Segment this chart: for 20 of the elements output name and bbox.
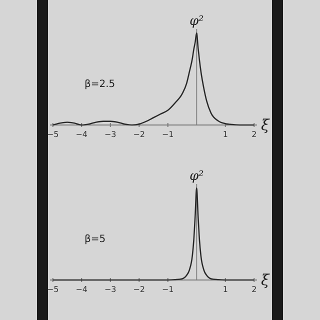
y-axis-title: φ²	[189, 14, 204, 29]
x-axis-title: ξ	[261, 271, 270, 289]
x-tick-label: −5	[46, 130, 59, 139]
x-tick-label: −2	[133, 130, 146, 139]
x-tick-label: −5	[46, 285, 59, 294]
x-tick-label: 2	[252, 285, 257, 294]
x-tick-label: −2	[133, 285, 146, 294]
annotation: β=5	[84, 234, 106, 245]
x-axis-title: ξ	[261, 116, 270, 134]
x-tick-label: 1	[222, 130, 228, 139]
x-tick-label: −4	[76, 285, 88, 294]
x-tick-label: −1	[162, 285, 174, 294]
x-tick-label: −3	[104, 130, 116, 139]
annotation: β=2.5	[84, 79, 116, 90]
x-tick-label: 1	[222, 285, 228, 294]
x-tick-label: −1	[162, 130, 174, 139]
x-tick-label: 2	[252, 130, 257, 139]
x-tick-label: −3	[104, 285, 116, 294]
x-tick-label: −4	[76, 130, 88, 139]
y-axis-title: φ²	[189, 169, 204, 184]
